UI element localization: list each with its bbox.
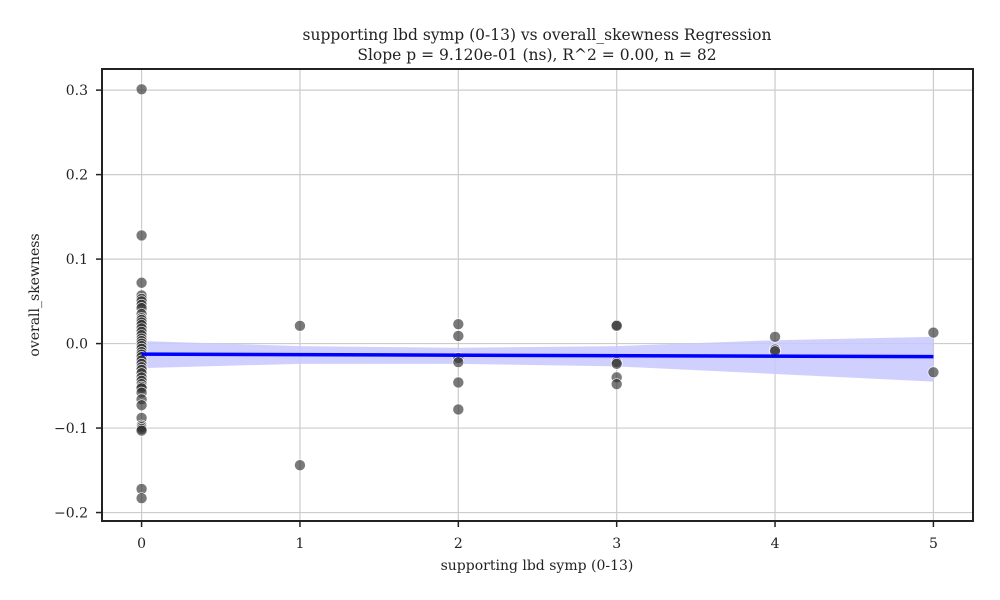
data-point [610, 358, 623, 370]
chart-subtitle: Slope p = 9.120e-01 (ns), R^2 = 0.00, n … [357, 46, 716, 64]
chart-title: supporting lbd symp (0-13) vs overall_sk… [303, 26, 772, 44]
confidence-band-layer [141, 336, 934, 382]
data-point [135, 229, 148, 242]
data-point [452, 330, 465, 342]
ticks-layer: 0 1 2 3 4 5 −0.2 −0.1 0.0 0.1 0.2 0.3 [54, 83, 938, 552]
grid-layer [102, 69, 973, 521]
data-point [135, 83, 148, 96]
x-tick-label: 5 [929, 536, 938, 552]
regression-line [141, 352, 934, 359]
confidence-band [141, 336, 934, 382]
data-point [452, 318, 465, 330]
data-point [135, 276, 148, 289]
x-tick-label: 4 [771, 536, 780, 552]
plot-frame [101, 68, 974, 522]
x-axis-label: supporting lbd symp (0-13) [441, 558, 634, 574]
y-tick-label: 0.0 [66, 337, 88, 353]
data-point [610, 378, 623, 390]
y-tick-label: 0.1 [66, 252, 88, 268]
data-point [452, 376, 465, 389]
y-tick-label: −0.2 [54, 506, 88, 522]
data-point [769, 331, 781, 343]
data-point [135, 399, 148, 412]
data-point [452, 403, 465, 416]
x-tick-label: 1 [295, 536, 304, 552]
data-point [294, 459, 306, 472]
data-point [294, 320, 306, 332]
y-axis-label: overall_skewness [27, 233, 43, 356]
x-tick-label: 0 [137, 536, 146, 552]
y-tick-label: 0.3 [66, 83, 88, 99]
data-point [610, 320, 623, 332]
points-layer [135, 83, 940, 504]
data-point [135, 492, 148, 504]
data-point [927, 326, 940, 339]
y-tick-label: 0.2 [66, 168, 88, 184]
data-point [927, 366, 940, 379]
regression-line-layer [141, 352, 934, 359]
data-point [452, 356, 465, 368]
x-tick-label: 2 [454, 536, 463, 552]
x-tick-label: 3 [612, 536, 621, 552]
data-point [135, 424, 148, 437]
y-tick-label: −0.1 [54, 421, 88, 437]
